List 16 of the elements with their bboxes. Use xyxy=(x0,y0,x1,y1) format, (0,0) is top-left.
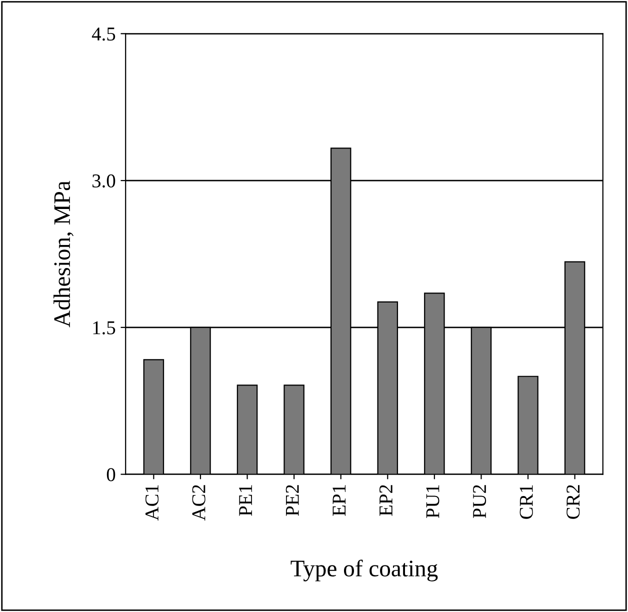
x-tick-label: PE1 xyxy=(239,485,252,516)
x-tick-label: CR2 xyxy=(566,485,580,519)
x-tick-label: PU1 xyxy=(426,485,440,518)
y-axis-title: Adhesion, MPa xyxy=(53,180,74,328)
y-tick-label: 4.5 xyxy=(92,28,116,41)
x-tick-label: EP2 xyxy=(379,485,392,516)
x-tick-label: AC2 xyxy=(192,485,206,521)
x-axis-title: Type of coating xyxy=(290,560,438,582)
x-tick-label: EP1 xyxy=(332,485,346,516)
x-tick-label: CR1 xyxy=(520,485,533,519)
x-tick-label: AC1 xyxy=(145,485,159,521)
y-tick-label: 3.0 xyxy=(92,174,116,188)
x-tick-label: PU2 xyxy=(473,485,486,518)
y-tick-label: 0 xyxy=(106,468,116,482)
y-tick-label: 1.5 xyxy=(93,321,116,334)
x-tick-label: PE2 xyxy=(286,485,299,516)
